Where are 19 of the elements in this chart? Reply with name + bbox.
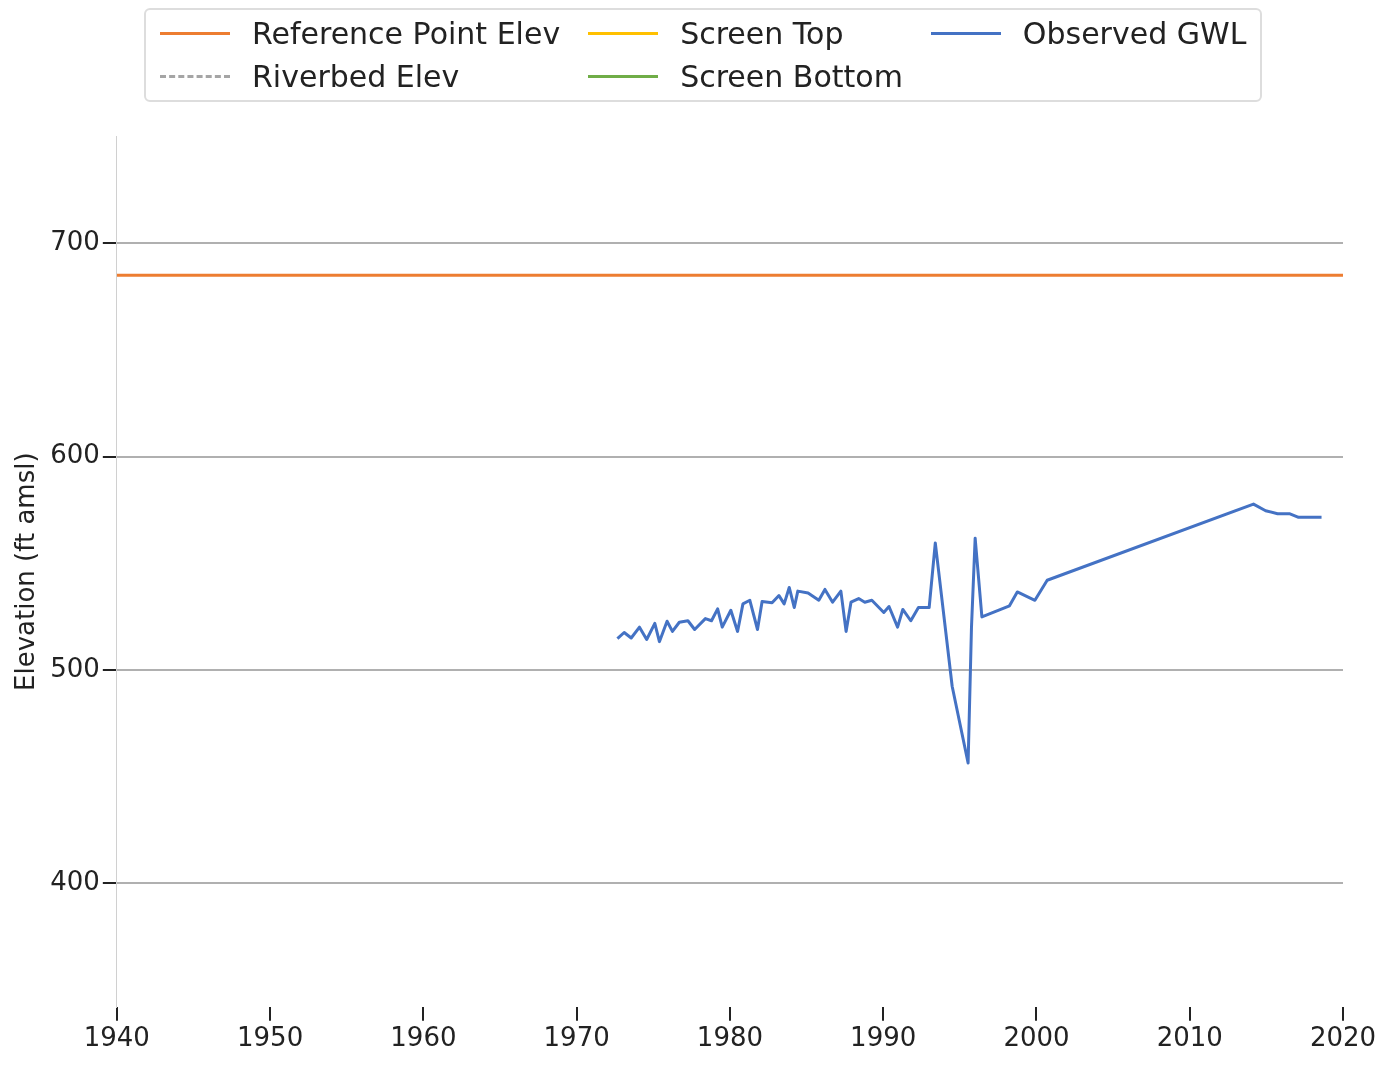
x-tick-label: 1970 — [543, 1022, 610, 1053]
x-tick-label: 2020 — [1309, 1022, 1377, 1053]
legend-label: Screen Bottom — [680, 59, 903, 94]
x-tick-label: 1980 — [696, 1022, 763, 1053]
y-tick-label: 700 — [50, 225, 100, 256]
legend-label: Observed GWL — [1022, 16, 1247, 51]
x-tick-label: 2000 — [1003, 1022, 1070, 1053]
y-tick-label: 600 — [50, 439, 100, 470]
x-tick-label: 1960 — [390, 1022, 457, 1053]
x-tick-label: 1950 — [237, 1022, 304, 1053]
x-tick-label: 1940 — [83, 1022, 150, 1053]
legend-label: Screen Top — [680, 16, 844, 51]
x-tick-label: 1990 — [850, 1022, 917, 1053]
y-tick-label: 500 — [50, 652, 100, 683]
y-axis-title: Elevation (ft amsl) — [10, 452, 41, 691]
y-tick-label: 400 — [50, 865, 100, 896]
x-tick-label: 2010 — [1156, 1022, 1223, 1053]
legend-label: Reference Point Elev — [252, 16, 561, 51]
legend-label: Riverbed Elev — [252, 59, 460, 94]
